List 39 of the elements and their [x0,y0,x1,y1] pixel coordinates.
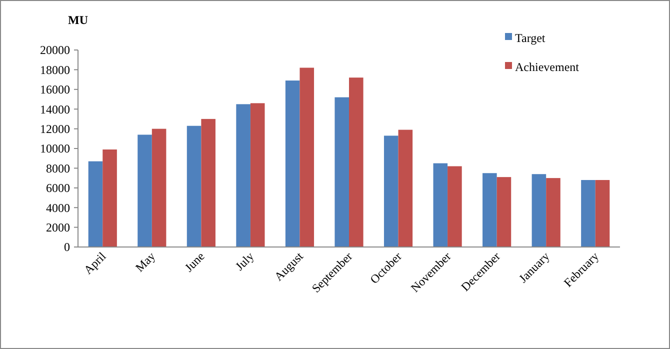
y-tick-label: 0 [64,240,70,254]
bar [102,149,117,247]
bar [201,118,216,247]
bar [496,177,512,247]
y-tick-label: 14000 [40,102,70,116]
bar [398,130,413,247]
bar [349,78,364,247]
legend-label: Achievement [515,60,580,74]
bar [138,134,152,247]
y-tick-label: 18000 [40,62,70,77]
bar [433,163,448,247]
y-tick-label: 16000 [40,82,70,97]
bar [152,128,166,247]
x-tick-label: May [132,249,158,275]
bar [300,68,314,247]
y-tick-label: 2000 [46,220,70,234]
y-tick-label: 20000 [40,43,70,58]
bar [595,180,610,247]
legend-label: Target [515,31,546,46]
y-tick-label: 12000 [40,122,70,136]
bar [88,161,103,247]
bar [250,103,265,247]
bar [186,126,202,247]
bar [482,173,497,247]
bar [236,104,250,247]
bar [532,174,546,247]
bar [546,178,560,247]
y-tick-label: 8000 [46,161,70,176]
y-tick-label: 4000 [46,200,70,215]
bar [384,136,398,247]
y-tick-label: 6000 [46,181,70,196]
bar [334,97,349,247]
bar [448,166,462,247]
x-tick-label: June [182,249,208,275]
y-axis-title: MU [68,13,88,27]
y-tick-label: 10000 [40,142,70,156]
bar [581,180,596,247]
x-tick-label: July [232,249,257,274]
bar [285,80,300,247]
